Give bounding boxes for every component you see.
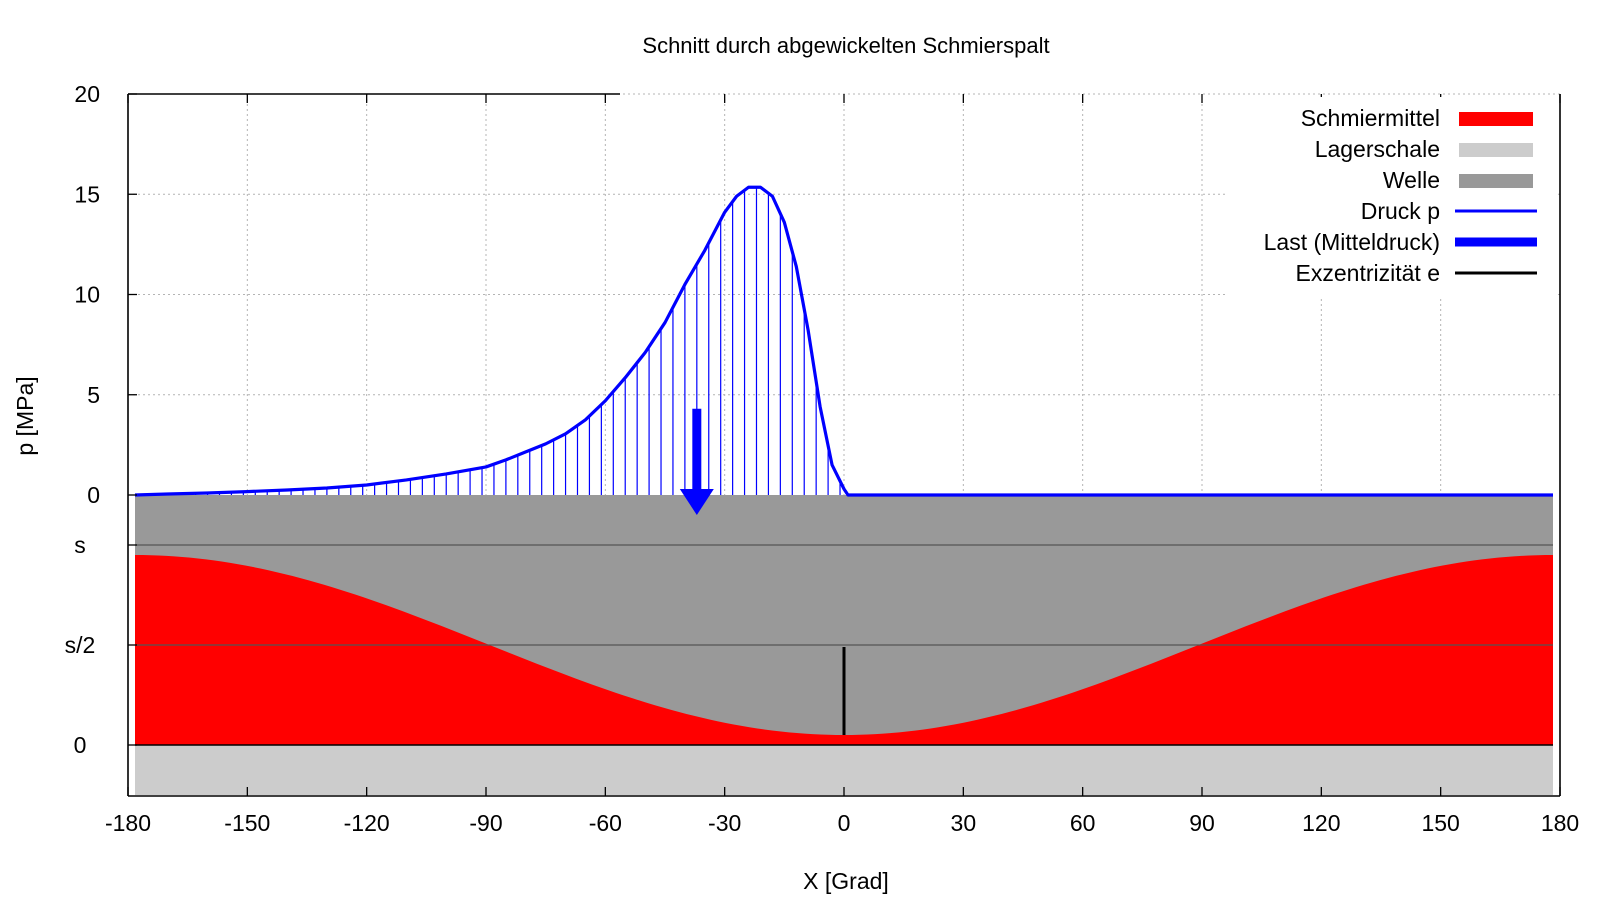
- legend-item: Lagerschale: [1315, 136, 1533, 162]
- x-tick-label: -90: [469, 810, 502, 836]
- legend-swatch: [1459, 174, 1533, 188]
- plot-area: -180 -150 -120 -90 -60 -30 0 30 60 90 120 150 180051…: [65, 81, 1580, 836]
- y-tick-label: 5: [87, 382, 100, 408]
- chart-title: Schnitt durch abgewickelten Schmierspalt: [642, 33, 1049, 58]
- legend-item: Exzentrizität e: [1296, 260, 1537, 286]
- legend-label: Druck p: [1361, 198, 1440, 224]
- bearing-shell-area: [135, 745, 1553, 795]
- y-tick-label: 20: [74, 81, 100, 107]
- legend-item: Druck p: [1361, 198, 1537, 224]
- load-arrow-head: [679, 489, 714, 515]
- x-tick-label: -180: [105, 810, 151, 836]
- gap-tick-label: s/2: [65, 632, 96, 658]
- gap-tick-label: 0: [74, 732, 87, 758]
- x-tick-label: 180: [1541, 810, 1579, 836]
- y-axis-label: p [MPa]: [12, 376, 38, 455]
- legend-item: Last (Mitteldruck): [1264, 229, 1537, 255]
- legend: Schmiermittel Lagerschale Welle Druck p Last…: [1225, 97, 1557, 297]
- x-tick-label: -150: [224, 810, 270, 836]
- y-tick-label: 10: [74, 282, 100, 308]
- x-tick-label: 90: [1189, 810, 1215, 836]
- legend-label: Last (Mitteldruck): [1264, 229, 1440, 255]
- x-tick-label: -30: [708, 810, 741, 836]
- x-tick-label: 0: [838, 810, 851, 836]
- x-tick-label: -120: [344, 810, 390, 836]
- x-axis-label: X [Grad]: [803, 868, 889, 894]
- x-tick-label: 150: [1421, 810, 1459, 836]
- y-tick-label: 0: [87, 482, 100, 508]
- legend-item: Schmiermittel: [1301, 105, 1533, 131]
- legend-label: Exzentrizität e: [1296, 260, 1440, 286]
- gap-tick-label: s: [74, 532, 86, 558]
- lubricant-area: [135, 555, 1553, 745]
- x-tick-label: 120: [1302, 810, 1340, 836]
- legend-label: Welle: [1383, 167, 1440, 193]
- x-tick-label: 30: [951, 810, 977, 836]
- legend-swatch: [1459, 112, 1533, 126]
- legend-background: [1225, 97, 1557, 297]
- y-tick-label: 15: [74, 181, 100, 207]
- pressure-line: [134, 185, 1553, 497]
- x-tick-label: -60: [589, 810, 622, 836]
- x-tick-label: 60: [1070, 810, 1096, 836]
- legend-label: Schmiermittel: [1301, 105, 1440, 131]
- legend-label: Lagerschale: [1315, 136, 1440, 162]
- legend-swatch: [1459, 143, 1533, 157]
- legend-item: Welle: [1383, 167, 1533, 193]
